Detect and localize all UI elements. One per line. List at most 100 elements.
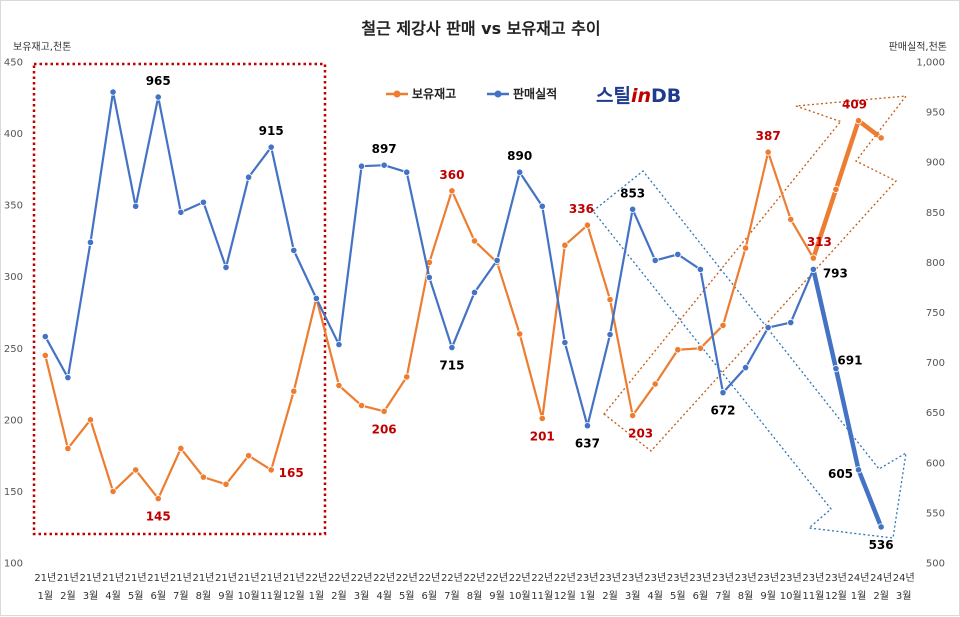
sales-data-label: 853: [620, 186, 645, 200]
x-tick-year: 23년: [689, 572, 711, 584]
x-tick-month: 9월: [489, 590, 505, 602]
x-tick-month: 11월: [802, 590, 824, 602]
x-tick-month: 7월: [444, 590, 460, 602]
right-tick-label: 600: [926, 458, 945, 469]
data-point: [651, 380, 659, 388]
x-tick-month: 2월: [873, 590, 889, 602]
legend-sales-label: 판매실적: [513, 86, 557, 101]
x-tick-month: 1월: [580, 590, 596, 602]
data-point: [109, 88, 117, 96]
series-line-segment: [360, 404, 386, 413]
x-tick-month: 6월: [422, 590, 438, 602]
series-line-segment: [586, 333, 612, 427]
data-point: [64, 444, 72, 453]
data-point: [877, 523, 885, 531]
x-tick-year: 21년: [125, 572, 147, 584]
series-line-segment: [541, 244, 566, 420]
data-labels: 965 915 897 715 890 637 853 672 793 691 605 536 145 1…: [146, 74, 894, 552]
logo-text: 스틸inDB: [596, 85, 681, 107]
sales-series: [41, 88, 885, 531]
chart-title: 철근 제강사 판매 vs 보유재고 추이: [361, 19, 600, 38]
left-tick-label: 100: [4, 559, 23, 570]
series-line-segment: [654, 253, 679, 262]
x-tick-month: 4월: [105, 590, 121, 602]
series-line-segment: [383, 164, 408, 174]
series-line-segment: [563, 341, 589, 427]
data-point: [222, 480, 230, 488]
series-line-segment: [134, 468, 160, 500]
sales-data-label: 715: [439, 359, 464, 373]
x-tick-month: 12월: [825, 590, 847, 602]
left-axis-ticks: 100 150 200 250 300 350 400 450: [4, 58, 23, 570]
data-point: [199, 198, 208, 206]
data-point: [41, 351, 49, 360]
series-line-segment: [473, 259, 499, 294]
x-tick-month: 10월: [780, 590, 802, 602]
data-point: [86, 416, 95, 424]
x-tick-month: 6월: [150, 590, 166, 602]
left-tick-label: 450: [4, 58, 23, 69]
series-line-segment: [833, 366, 861, 473]
data-point: [832, 185, 840, 193]
data-point: [696, 344, 704, 352]
data-point: [719, 321, 727, 329]
x-tick-month: 1월: [851, 590, 867, 602]
x-tick-month: 5월: [399, 590, 415, 602]
x-tick-month: 12월: [283, 590, 305, 602]
right-tick-label: 650: [926, 408, 945, 419]
series-line-segment: [608, 208, 634, 336]
x-tick-month: 3월: [354, 590, 370, 602]
series-line-segment: [179, 201, 205, 214]
series-line-segment: [270, 146, 295, 252]
x-tick-year: 24년: [870, 572, 892, 584]
x-tick-month: 9월: [760, 590, 776, 602]
x-tick-month: 3월: [625, 590, 641, 602]
x-tick-year: 21년: [238, 572, 260, 584]
data-point: [741, 244, 750, 252]
legend-item-inventory: 보유재고: [386, 87, 456, 101]
sales-data-label: 536: [869, 538, 894, 552]
data-point: [448, 187, 456, 195]
data-point: [41, 332, 49, 341]
data-point: [425, 273, 433, 282]
legend: 보유재고 판매실적: [386, 86, 557, 101]
data-point: [335, 381, 343, 390]
data-point: [177, 444, 185, 453]
data-point: [719, 389, 727, 397]
series-line-segment: [428, 276, 454, 349]
data-point: [764, 148, 772, 156]
logo-main-text: 스틸: [596, 85, 631, 107]
series-line-segment: [270, 390, 295, 472]
right-tick-label: 850: [926, 208, 945, 219]
series-line-segment: [44, 354, 69, 450]
logo-in-text: in: [631, 85, 651, 107]
data-point: [290, 246, 298, 254]
x-tick-year: 22년: [531, 572, 553, 584]
x-tick-year: 23년: [802, 572, 824, 584]
series-line-segment: [405, 171, 431, 279]
series-line-segment: [428, 189, 454, 264]
right-tick-label: 550: [926, 508, 945, 519]
sales-data-label: 793: [823, 266, 848, 280]
data-point: [606, 296, 614, 304]
series-line-segment: [202, 201, 228, 269]
data-point: [222, 263, 230, 272]
series-line-segment: [224, 454, 250, 486]
data-point: [651, 256, 659, 264]
series-line-segment: [856, 467, 884, 530]
series-line-segment: [450, 291, 476, 349]
data-point: [606, 330, 614, 339]
series-line-segment: [699, 268, 725, 394]
series-line-segment: [111, 90, 137, 208]
inventory-data-label: 360: [439, 168, 464, 182]
data-point: [380, 161, 388, 169]
series-line-segment: [247, 146, 273, 179]
series-line-segment: [202, 476, 228, 486]
x-tick-month: 11월: [260, 590, 282, 602]
x-tick-year: 22년: [351, 572, 373, 584]
right-tick-label: 900: [926, 158, 945, 169]
left-axis-unit-label: 보유재고,천톤: [13, 41, 71, 53]
inventory-data-label: 336: [569, 202, 594, 216]
x-tick-year: 22년: [328, 572, 350, 584]
